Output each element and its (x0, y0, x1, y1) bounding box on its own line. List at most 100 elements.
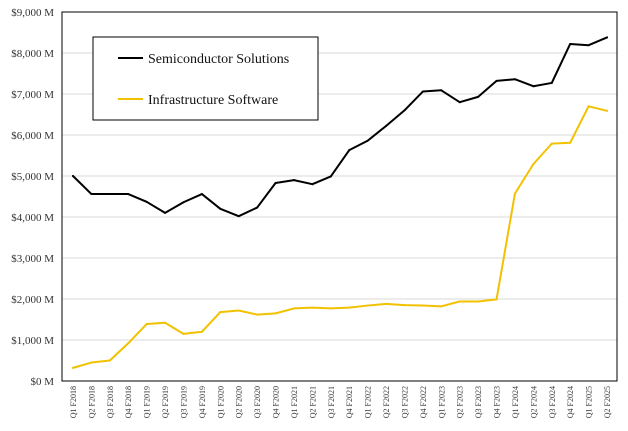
legend-box (92, 36, 319, 121)
x-tick-label: Q1 F2025 (585, 386, 594, 418)
data-point-semiconductor-solutions (256, 206, 259, 209)
series-line-infrastructure-software (72, 105, 608, 369)
y-tick-label: $5,000 M (11, 171, 54, 183)
x-tick-label: Q2 F2019 (161, 386, 170, 418)
data-point-semiconductor-solutions (495, 79, 498, 82)
data-point-infrastructure-software (219, 311, 222, 314)
data-point-semiconductor-solutions (550, 81, 553, 84)
data-point-infrastructure-software (366, 304, 369, 307)
data-point-infrastructure-software (311, 306, 314, 309)
data-point-infrastructure-software (458, 300, 461, 303)
x-tick-label: Q4 F2024 (566, 386, 575, 418)
data-point-semiconductor-solutions (292, 179, 295, 182)
y-tick-label: $3,000 M (11, 253, 54, 265)
data-point-infrastructure-software (182, 332, 185, 335)
x-tick-label: Q3 F2019 (179, 386, 188, 418)
y-tick-label: $9,000 M (11, 7, 54, 19)
data-point-semiconductor-solutions (127, 193, 130, 196)
data-point-infrastructure-software (200, 330, 203, 333)
data-point-infrastructure-software (477, 300, 480, 303)
x-tick-label: Q4 F2019 (198, 386, 207, 418)
data-point-semiconductor-solutions (90, 193, 93, 196)
data-point-semiconductor-solutions (366, 139, 369, 142)
data-point-semiconductor-solutions (440, 89, 443, 92)
data-point-semiconductor-solutions (458, 101, 461, 104)
x-tick-label: Q1 F2020 (216, 386, 225, 418)
legend-label-infrastructure-software: Infrastructure Software (148, 93, 278, 108)
data-point-infrastructure-software (274, 312, 277, 315)
x-tick-label: Q1 F2022 (364, 386, 373, 418)
x-tick-label: Q2 F2023 (456, 386, 465, 418)
data-point-infrastructure-software (440, 305, 443, 308)
data-point-infrastructure-software (127, 342, 130, 345)
data-point-infrastructure-software (421, 304, 424, 307)
data-point-semiconductor-solutions (311, 183, 314, 186)
y-axis-tick-labels: $0 M $1,000 M $2,000 M $3,000 M $4,000 M $5,0… (11, 7, 54, 388)
series-line-semiconductor-solutions (72, 36, 608, 218)
data-point-infrastructure-software (606, 109, 608, 112)
data-point-semiconductor-solutions (108, 193, 111, 196)
data-point-infrastructure-software (550, 142, 553, 145)
y-tick-label: $7,000 M (11, 89, 54, 101)
data-point-semiconductor-solutions (145, 200, 148, 203)
plot-area-frame (61, 11, 618, 382)
data-point-semiconductor-solutions (164, 211, 167, 214)
data-point-semiconductor-solutions (606, 36, 608, 39)
data-point-infrastructure-software (513, 192, 516, 195)
x-tick-label: Q4 F2023 (493, 386, 502, 418)
x-tick-label: Q4 F2018 (124, 386, 133, 418)
x-tick-label: Q2 F2020 (235, 386, 244, 418)
data-point-semiconductor-solutions (237, 215, 240, 218)
data-point-semiconductor-solutions (477, 95, 480, 98)
x-tick-label: Q1 F2021 (290, 386, 299, 418)
data-point-infrastructure-software (145, 323, 148, 326)
data-point-infrastructure-software (237, 309, 240, 312)
x-tick-label: Q2 F2025 (603, 386, 612, 418)
x-tick-label: Q2 F2022 (382, 386, 391, 418)
data-point-infrastructure-software (329, 307, 332, 310)
data-point-infrastructure-software (569, 141, 572, 144)
x-tick-label: Q1 F2019 (143, 386, 152, 418)
x-axis-tick-labels: Q1 F2018 Q2 F2018 Q3 F2018 Q4 F2018 Q1 F2019… (69, 386, 612, 418)
data-point-infrastructure-software (403, 304, 406, 307)
x-tick-label: Q2 F2024 (529, 386, 538, 418)
x-tick-label: Q4 F2020 (272, 386, 281, 418)
y-tick-label: $1,000 M (11, 335, 54, 347)
data-point-infrastructure-software (385, 302, 388, 305)
data-point-infrastructure-software (532, 163, 535, 166)
data-point-semiconductor-solutions (587, 44, 590, 47)
data-point-infrastructure-software (292, 307, 295, 310)
data-point-infrastructure-software (348, 306, 351, 309)
x-tick-label: Q1 F2024 (511, 386, 520, 418)
x-tick-label: Q3 F2023 (474, 386, 483, 418)
data-point-infrastructure-software (587, 105, 590, 108)
data-point-semiconductor-solutions (329, 175, 332, 178)
data-point-semiconductor-solutions (348, 149, 351, 152)
data-point-semiconductor-solutions (513, 78, 516, 81)
data-point-semiconductor-solutions (385, 124, 388, 127)
legend-label-semiconductor-solutions: Semiconductor Solutions (148, 52, 289, 67)
data-point-semiconductor-solutions (72, 175, 74, 177)
data-point-semiconductor-solutions (219, 207, 222, 210)
data-point-infrastructure-software (164, 321, 167, 324)
series-lines (72, 36, 608, 369)
x-tick-label: Q2 F2021 (308, 386, 317, 418)
x-tick-label: Q4 F2021 (345, 386, 354, 418)
data-point-infrastructure-software (256, 313, 259, 316)
x-tick-label: Q2 F2018 (87, 386, 96, 418)
data-point-semiconductor-solutions (200, 193, 203, 196)
x-tick-label: Q1 F2023 (437, 386, 446, 418)
y-tick-label: $0 M (30, 376, 54, 388)
x-tick-label: Q3 F2024 (548, 386, 557, 418)
data-point-semiconductor-solutions (274, 181, 277, 184)
y-tick-label: $8,000 M (11, 48, 54, 60)
data-point-infrastructure-software (108, 359, 111, 362)
x-tick-label: Q4 F2022 (419, 386, 428, 418)
data-point-semiconductor-solutions (421, 90, 424, 93)
data-point-infrastructure-software (495, 298, 498, 301)
data-point-semiconductor-solutions (403, 109, 406, 112)
x-tick-label: Q3 F2020 (253, 386, 262, 418)
data-point-infrastructure-software (72, 366, 74, 369)
